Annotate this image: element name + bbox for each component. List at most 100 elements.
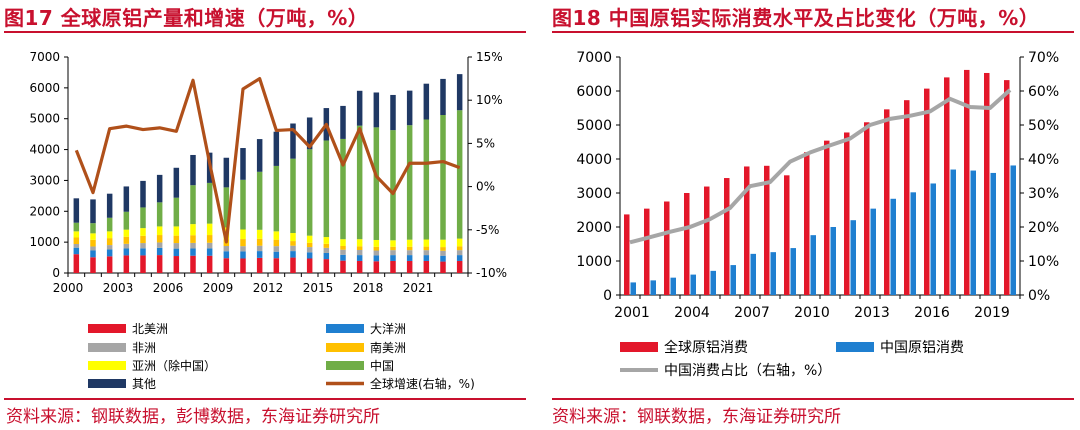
bar-segment-north-america — [256, 257, 263, 273]
title-rule-left — [4, 31, 526, 33]
bar-segment-north-america — [90, 257, 96, 273]
left-x-tick-label: 2006 — [153, 281, 184, 295]
right-y-tick-label: 0 — [603, 288, 612, 304]
bar-segment-south-america — [140, 235, 146, 244]
bar-segment-south-america — [90, 239, 96, 247]
left-y2-tick-label: -5% — [476, 223, 499, 237]
right-x-tick-label: 2001 — [614, 305, 650, 321]
bar-segment-asia-ex-china — [323, 237, 330, 244]
bar-segment-south-america — [390, 246, 396, 251]
bar-segment-south-america — [256, 238, 263, 246]
left-x-tick-label: 2012 — [253, 281, 284, 295]
global-consumption-bar — [724, 178, 730, 295]
global-consumption-bar — [984, 72, 990, 295]
bar-segment-oceania — [140, 248, 146, 256]
bar-segment-china — [373, 127, 380, 240]
bar-segment-china — [440, 115, 446, 240]
bar-segment-china — [340, 138, 346, 240]
global-consumption-bar — [764, 165, 770, 295]
bar-segment-other — [190, 154, 196, 186]
bar-segment-asia-ex-china — [440, 239, 446, 248]
bar-segment-other — [256, 139, 263, 172]
right-x-tick-label: 2019 — [974, 305, 1010, 321]
legend-swatch — [326, 361, 364, 370]
left-y-tick-label: 0 — [52, 266, 60, 280]
bar-segment-other — [423, 83, 430, 120]
bar-segment-africa — [106, 245, 113, 250]
bar-segment-asia-ex-china — [90, 233, 96, 240]
legend-swatch — [88, 324, 126, 333]
legend-label: 中国 — [370, 358, 394, 373]
bar-segment-china — [123, 211, 130, 230]
bar-segment-asia-ex-china — [406, 239, 413, 247]
bar-segment-oceania — [423, 255, 430, 261]
bar-segment-south-america — [123, 236, 130, 244]
bar-segment-africa — [156, 242, 163, 248]
bar-segment-other — [73, 198, 80, 223]
bar-segment-other — [106, 193, 113, 218]
growth-rate-line — [74, 76, 461, 244]
bar-segment-north-america — [356, 260, 363, 273]
right-x-tick-label: 2010 — [794, 305, 830, 321]
bar-segment-other — [373, 92, 380, 128]
bar-segment-asia-ex-china — [156, 226, 163, 236]
global-consumption-bar — [624, 214, 630, 295]
china-consumption-bar — [930, 183, 936, 295]
bar-segment-china — [323, 140, 330, 238]
bar-segment-south-america — [340, 246, 346, 250]
china-consumption-bar — [730, 265, 736, 295]
china-consumption-bar — [770, 252, 776, 295]
bar-segment-china — [240, 179, 246, 230]
china-consumption-bar — [870, 208, 876, 295]
china-consumption-bar — [890, 198, 896, 295]
legend-label: 全球增速(右轴，%) — [370, 376, 475, 391]
bar-segment-other — [340, 105, 346, 139]
bar-segment-asia-ex-china — [256, 229, 263, 239]
bar-segment-oceania — [440, 255, 446, 262]
left-x-tick-label: 2000 — [53, 281, 84, 295]
right-y-tick-label: 7000 — [576, 50, 612, 66]
bar-segment-china — [223, 187, 230, 228]
right-y2-tick-label: 70% — [1028, 50, 1059, 66]
right-y-tick-label: 4000 — [576, 152, 612, 168]
right-y-tick-label: 3000 — [576, 186, 612, 202]
bar-segment-africa — [290, 245, 296, 252]
bar-segment-oceania — [290, 251, 296, 258]
bar-segment-china — [73, 222, 80, 232]
legend-swatch — [620, 342, 658, 352]
china-consumption-bar — [670, 277, 676, 295]
bar-segment-south-america — [190, 235, 196, 243]
left-x-tick-label: 2021 — [403, 281, 434, 295]
global-consumption-bar — [704, 186, 710, 295]
bar-segment-other — [173, 167, 180, 198]
left-y2-tick-label: 10% — [476, 93, 503, 107]
title-rule-right — [552, 31, 1074, 33]
bar-segment-oceania — [240, 251, 246, 259]
china-consumption-bar — [970, 170, 976, 295]
legend-label: 中国消费占比（右轴，%） — [664, 363, 831, 379]
bar-segment-north-america — [423, 260, 430, 273]
china-consumption-bar — [790, 248, 796, 295]
bar-segment-africa — [256, 245, 263, 252]
china-consumption-bar — [750, 253, 756, 295]
bar-segment-africa — [356, 250, 363, 256]
legend-swatch — [836, 342, 874, 352]
bar-segment-other — [406, 90, 413, 126]
bar-segment-africa — [240, 246, 246, 252]
bar-segment-other — [290, 123, 296, 159]
global-consumption-bar — [864, 122, 870, 295]
bar-segment-south-america — [440, 247, 446, 251]
bar-segment-china — [456, 110, 463, 239]
china-consumption-bar — [650, 280, 656, 295]
bar-segment-north-america — [123, 255, 130, 273]
bar-segment-africa — [340, 249, 346, 255]
bar-segment-south-america — [306, 242, 313, 248]
bar-segment-north-america — [373, 261, 380, 273]
bar-segment-oceania — [123, 248, 130, 256]
bar-segment-africa — [90, 246, 96, 251]
global-consumption-bar — [824, 140, 830, 295]
left-y2-tick-label: 5% — [476, 136, 495, 150]
bar-segment-china — [356, 125, 363, 240]
bar-segment-africa — [373, 250, 380, 256]
right-y2-tick-label: 10% — [1028, 254, 1059, 270]
